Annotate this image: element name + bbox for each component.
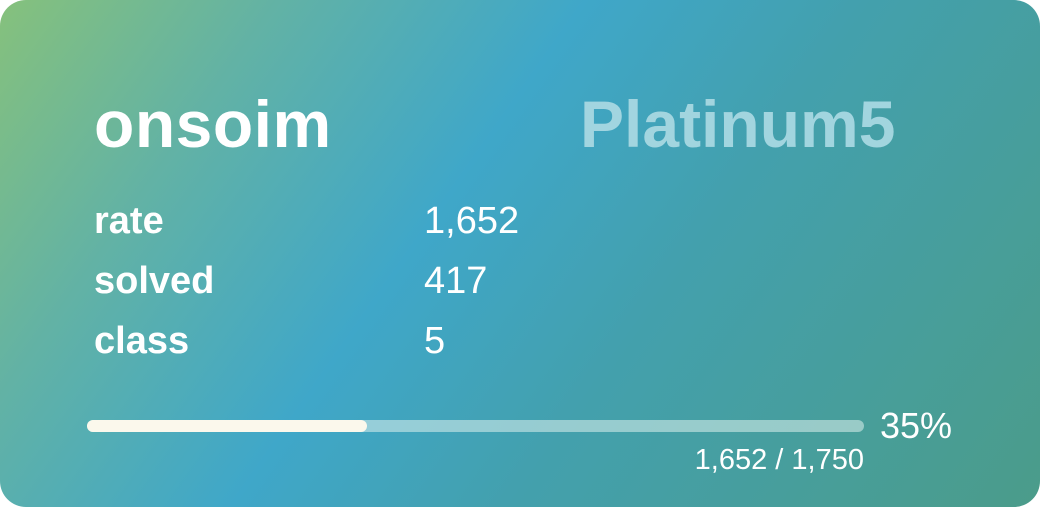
progress-range: 1,652 / 1,750 [694,444,864,476]
progress-percent: 35% [880,405,953,446]
tier-label: Platinum5 [580,87,896,161]
user-handle: onsoim [94,87,332,161]
stat-value: 1,652 [424,200,520,242]
stat-label: rate [94,200,164,242]
stat-value: 417 [424,260,488,302]
stat-label: solved [94,260,215,302]
progress-bar-fill [87,420,367,432]
stat-value: 5 [424,320,446,362]
stat-label: class [94,320,190,362]
progress-bar-track [87,420,864,432]
